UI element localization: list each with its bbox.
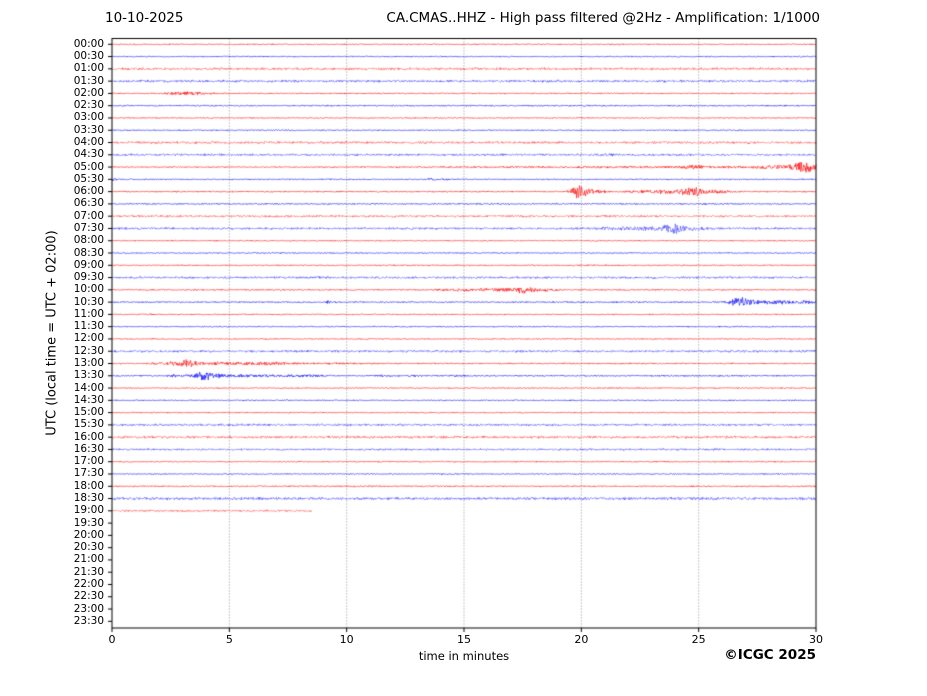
y-tick-label: 08:30 [73, 246, 104, 259]
y-tick-label: 21:30 [73, 565, 104, 578]
y-tick-label: 23:00 [73, 602, 104, 615]
y-tick-label: 11:00 [73, 307, 104, 320]
y-tick-label: 17:30 [73, 467, 104, 480]
y-tick-label: 01:00 [73, 62, 104, 75]
y-tick-label: 02:00 [73, 86, 104, 99]
y-tick-label: 21:00 [73, 553, 104, 566]
y-tick-label: 18:30 [73, 492, 104, 505]
y-tick-label: 06:00 [73, 185, 104, 198]
y-tick-label: 17:00 [73, 455, 104, 468]
x-axis-title: time in minutes [418, 649, 510, 663]
date-label: 10-10-2025 [105, 10, 184, 26]
y-tick-label: 15:30 [73, 418, 104, 431]
y-tick-label: 18:00 [73, 479, 104, 492]
x-tick-label: 25 [691, 633, 706, 646]
y-tick-label: 09:30 [73, 271, 104, 284]
y-tick-label: 03:00 [73, 111, 104, 124]
x-tick-label: 30 [809, 633, 823, 646]
y-tick-label: 04:30 [73, 148, 104, 161]
y-tick-label: 13:00 [73, 357, 104, 369]
y-tick-label: 04:00 [73, 136, 104, 149]
y-tick-label: 16:00 [73, 430, 104, 443]
y-tick-label: 16:30 [73, 442, 104, 455]
chart-title: CA.CMAS..HHZ - High pass filtered @2Hz -… [386, 10, 820, 26]
y-tick-label: 11:30 [73, 320, 104, 333]
y-tick-label: 07:00 [73, 209, 104, 222]
y-tick-label: 23:30 [73, 614, 104, 627]
y-tick-label: 13:30 [73, 369, 104, 382]
y-tick-label: 10:00 [73, 283, 104, 296]
x-tick-label: 10 [339, 633, 354, 646]
y-tick-label: 00:00 [73, 37, 104, 50]
y-tick-label: 03:30 [73, 123, 104, 136]
y-tick-label: 15:00 [73, 406, 104, 419]
y-tick-label: 14:30 [73, 393, 104, 406]
x-tick-label: 0 [108, 633, 116, 646]
y-tick-label: 08:00 [73, 234, 104, 247]
y-tick-label: 07:30 [73, 221, 104, 234]
y-tick-label: 22:00 [73, 577, 104, 590]
y-tick-label: 19:30 [73, 516, 104, 529]
y-tick-label: 09:00 [73, 258, 104, 271]
y-tick-label: 20:00 [73, 528, 104, 541]
x-tick-label: 5 [225, 633, 233, 646]
y-tick-label: 06:30 [73, 197, 104, 210]
y-tick-label: 00:30 [73, 50, 104, 63]
y-tick-label: 01:30 [73, 74, 104, 87]
y-tick-label: 10:30 [73, 295, 104, 308]
y-tick-label: 12:30 [73, 344, 104, 357]
y-tick-label: 12:00 [73, 332, 104, 345]
copyright-label: ©ICGC 2025 [724, 647, 816, 663]
y-tick-label: 05:00 [73, 160, 104, 173]
x-tick-label: 15 [457, 633, 471, 646]
y-tick-label: 19:00 [73, 504, 104, 517]
x-tick-label: 20 [574, 633, 589, 646]
y-tick-label: 22:30 [73, 590, 104, 603]
y-tick-label: 14:00 [73, 381, 104, 394]
y-tick-label: 02:30 [73, 99, 104, 112]
y-tick-label: 05:30 [73, 172, 104, 185]
y-tick-label: 20:30 [73, 541, 104, 554]
